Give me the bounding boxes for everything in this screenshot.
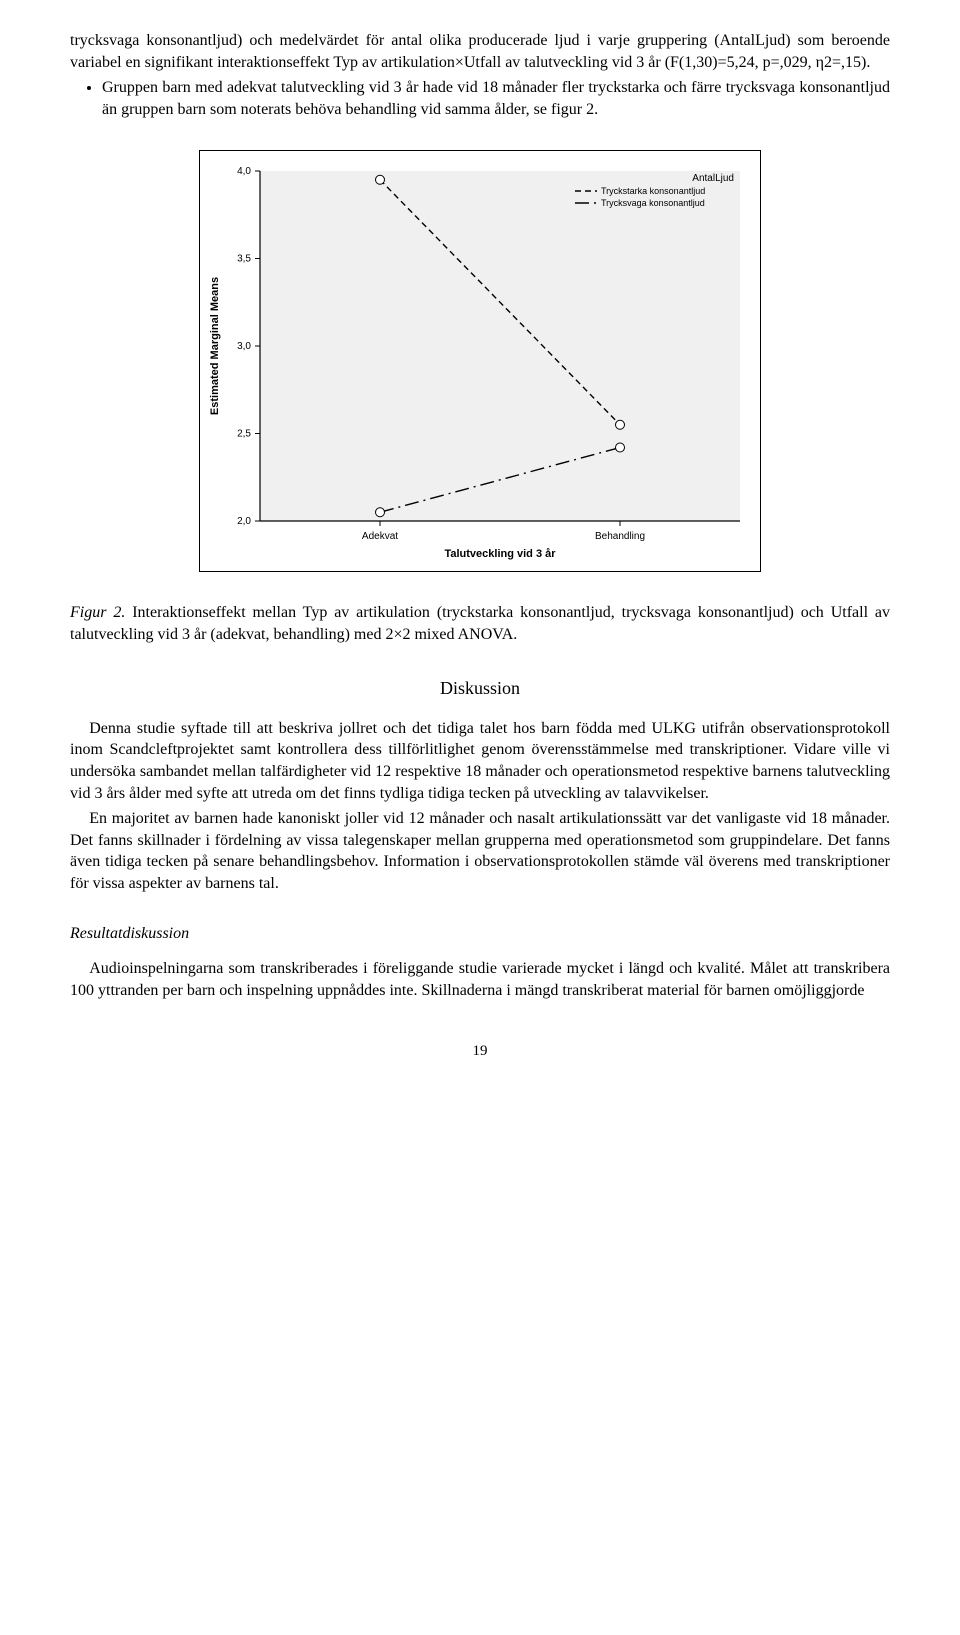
- discussion-p1: Denna studie syftade till att beskriva j…: [70, 718, 890, 804]
- interaction-chart: 2,0 2,5 3,0 3,5 4,0 Adekvat Behandling Estimate…: [199, 150, 761, 572]
- svg-text:2,5: 2,5: [237, 429, 251, 440]
- figure-label: Figur 2.: [70, 604, 125, 621]
- chart-svg: 2,0 2,5 3,0 3,5 4,0 Adekvat Behandling Estimate…: [200, 151, 760, 571]
- svg-text:Behandling: Behandling: [595, 531, 645, 542]
- figure-caption-text: Interaktionseffekt mellan Typ av artikul…: [70, 604, 890, 643]
- svg-text:AntalLjud: AntalLjud: [692, 173, 734, 184]
- svg-text:3,0: 3,0: [237, 341, 251, 352]
- svg-text:3,5: 3,5: [237, 254, 251, 265]
- svg-text:Tryckstarka konsonantljud: Tryckstarka konsonantljud: [601, 186, 705, 196]
- svg-text:Adekvat: Adekvat: [362, 531, 398, 542]
- intro-paragraph: trycksvaga konsonantljud) och medelvärde…: [70, 30, 890, 73]
- svg-text:4,0: 4,0: [237, 166, 251, 177]
- page-number: 19: [70, 1041, 890, 1061]
- bullet-list: Gruppen barn med adekvat talutveckling v…: [70, 77, 890, 120]
- figure-caption: Figur 2. Interaktionseffekt mellan Typ a…: [70, 602, 890, 645]
- svg-text:2,0: 2,0: [237, 516, 251, 527]
- discussion-heading: Diskussion: [70, 676, 890, 700]
- results-p1: Audioinspelningarna som transkriberades …: [70, 958, 890, 1001]
- bullet-item: Gruppen barn med adekvat talutveckling v…: [102, 77, 890, 120]
- subsection-heading: Resultatdiskussion: [70, 923, 890, 945]
- svg-text:Estimated Marginal Means: Estimated Marginal Means: [209, 277, 221, 415]
- discussion-p2: En majoritet av barnen hade kanoniskt jo…: [70, 808, 890, 894]
- svg-text:Talutveckling vid 3 år: Talutveckling vid 3 år: [444, 548, 556, 560]
- svg-text:Trycksvaga konsonantljud: Trycksvaga konsonantljud: [601, 198, 705, 208]
